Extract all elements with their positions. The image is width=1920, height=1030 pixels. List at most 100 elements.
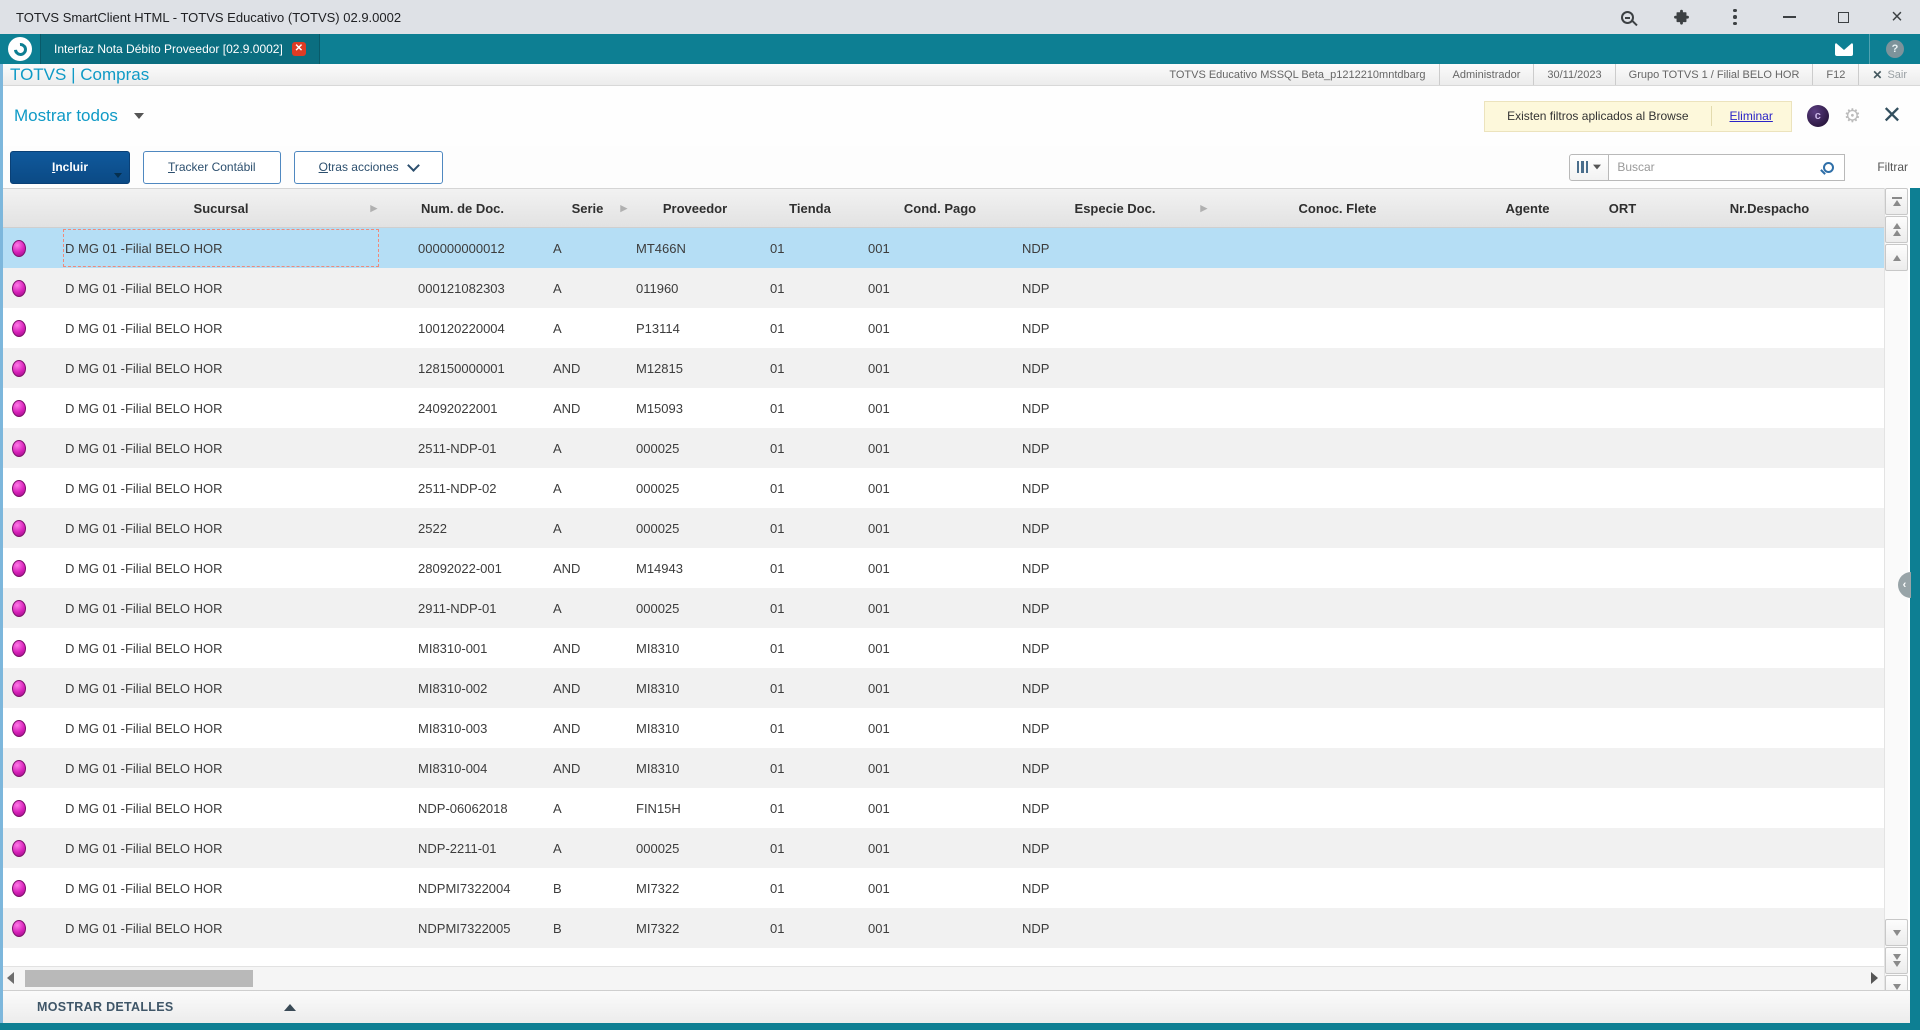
cell-tienda[interactable]: 01: [770, 760, 785, 776]
cell-serie[interactable]: A: [553, 440, 562, 456]
cell-conoc-flete[interactable]: [1210, 668, 1465, 708]
cell-conoc-flete[interactable]: [1210, 228, 1465, 268]
column-header-conoc-flete[interactable]: Conoc. Flete: [1210, 189, 1465, 227]
cell-tienda[interactable]: 01: [770, 280, 785, 296]
cell-conoc-flete[interactable]: [1210, 548, 1465, 588]
cell-proveedor[interactable]: MI7322: [636, 880, 680, 896]
status-legend-icon[interactable]: [12, 319, 26, 337]
cell-ort[interactable]: [1590, 308, 1655, 348]
table-row[interactable]: D MG 01 -Filial BELO HOR 2911-NDP-01 A 0000…: [0, 588, 1884, 628]
cell-nr-despacho[interactable]: [1655, 588, 1884, 628]
status-legend-icon[interactable]: [12, 759, 26, 777]
scroll-page-down-button[interactable]: [1885, 947, 1908, 974]
cell-serie[interactable]: AND: [553, 640, 581, 656]
cell-serie[interactable]: AND: [553, 400, 581, 416]
cell-nr-despacho[interactable]: [1655, 428, 1884, 468]
cell-proveedor[interactable]: M15093: [636, 400, 683, 416]
status-legend-icon[interactable]: [12, 919, 26, 937]
cell-especie-doc[interactable]: NDP: [1022, 360, 1050, 376]
cell-sucursal[interactable]: D MG 01 -Filial BELO HOR: [65, 440, 223, 456]
scroll-down-button[interactable]: [1885, 919, 1908, 946]
cell-conoc-flete[interactable]: [1210, 708, 1465, 748]
cell-especie-doc[interactable]: NDP: [1022, 920, 1050, 936]
exit-button[interactable]: ✕ Sair: [1858, 64, 1920, 85]
cell-agente[interactable]: [1465, 748, 1590, 788]
cell-especie-doc[interactable]: NDP: [1022, 640, 1050, 656]
cell-tienda[interactable]: 01: [770, 800, 785, 816]
cell-cond-pago[interactable]: 001: [868, 240, 890, 256]
cell-nr-despacho[interactable]: [1655, 628, 1884, 668]
cell-nr-despacho[interactable]: [1655, 388, 1884, 428]
row-status-cell[interactable]: [0, 908, 62, 948]
cell-sucursal[interactable]: D MG 01 -Filial BELO HOR: [65, 480, 223, 496]
status-legend-icon[interactable]: [12, 719, 26, 737]
cell-conoc-flete[interactable]: [1210, 868, 1465, 908]
status-legend-icon[interactable]: [12, 679, 26, 697]
cell-agente[interactable]: [1465, 628, 1590, 668]
cell-especie-doc[interactable]: NDP: [1022, 680, 1050, 696]
cell-num-de-doc[interactable]: 2511-NDP-02: [418, 480, 497, 496]
cell-especie-doc[interactable]: NDP: [1022, 480, 1050, 496]
status-legend-icon[interactable]: [12, 839, 26, 857]
cell-ort[interactable]: [1590, 268, 1655, 308]
cell-proveedor[interactable]: MT466N: [636, 240, 686, 256]
cell-tienda[interactable]: 01: [770, 520, 785, 536]
row-status-cell[interactable]: [0, 828, 62, 868]
browse-close-icon[interactable]: ✕: [1881, 102, 1902, 129]
cell-nr-despacho[interactable]: [1655, 668, 1884, 708]
cell-sucursal[interactable]: D MG 01 -Filial BELO HOR: [65, 800, 223, 816]
cell-ort[interactable]: [1590, 228, 1655, 268]
status-legend-icon[interactable]: [12, 479, 26, 497]
cell-sucursal[interactable]: D MG 01 -Filial BELO HOR: [65, 280, 223, 296]
row-status-cell[interactable]: [0, 748, 62, 788]
minimize-icon[interactable]: [1780, 8, 1798, 26]
cell-ort[interactable]: [1590, 868, 1655, 908]
cell-proveedor[interactable]: 000025: [636, 600, 680, 616]
scroll-up-button[interactable]: [1885, 244, 1908, 271]
row-status-cell[interactable]: [0, 548, 62, 588]
column-expand-icon[interactable]: ▸: [620, 200, 627, 215]
table-row[interactable]: D MG 01 -Filial BELO HOR NDPMI7322004 B MI7…: [0, 868, 1884, 908]
cell-num-de-doc[interactable]: 2522: [418, 520, 447, 536]
cell-especie-doc[interactable]: NDP: [1022, 320, 1050, 336]
cell-conoc-flete[interactable]: [1210, 428, 1465, 468]
cell-sucursal[interactable]: D MG 01 -Filial BELO HOR: [65, 720, 223, 736]
cell-ort[interactable]: [1590, 468, 1655, 508]
cell-proveedor[interactable]: 000025: [636, 440, 680, 456]
cell-num-de-doc[interactable]: 2911-NDP-01: [418, 600, 497, 616]
cell-proveedor[interactable]: MI8310: [636, 680, 680, 696]
cell-nr-despacho[interactable]: [1655, 908, 1884, 948]
status-legend-icon[interactable]: [12, 559, 26, 577]
cell-sucursal[interactable]: D MG 01 -Filial BELO HOR: [65, 560, 223, 576]
cell-agente[interactable]: [1465, 708, 1590, 748]
cell-cond-pago[interactable]: 001: [868, 280, 890, 296]
cell-serie[interactable]: A: [553, 280, 562, 296]
cell-serie[interactable]: AND: [553, 560, 581, 576]
include-button[interactable]: Incluir: [10, 150, 130, 184]
cell-tienda[interactable]: 01: [770, 920, 785, 936]
cell-agente[interactable]: [1465, 548, 1590, 588]
table-row[interactable]: D MG 01 -Filial BELO HOR 100120220004 A P13…: [0, 308, 1884, 348]
cell-especie-doc[interactable]: NDP: [1022, 520, 1050, 536]
column-expand-icon[interactable]: ▸: [1200, 200, 1207, 215]
column-header-cond-pago[interactable]: Cond. Pago: [860, 189, 1020, 227]
table-row[interactable]: D MG 01 -Filial BELO HOR 128150000001 AND M…: [0, 348, 1884, 388]
close-icon[interactable]: ×: [1888, 7, 1906, 27]
cell-proveedor[interactable]: 000025: [636, 480, 680, 496]
cell-ort[interactable]: [1590, 388, 1655, 428]
cell-num-de-doc[interactable]: NDP-2211-01: [418, 840, 497, 856]
cell-num-de-doc[interactable]: NDP-06062018: [418, 800, 508, 816]
menu-kebab-icon[interactable]: [1726, 8, 1744, 26]
filter-toggle-label[interactable]: Filtrar: [1877, 160, 1908, 174]
cell-serie[interactable]: A: [553, 520, 562, 536]
cell-conoc-flete[interactable]: [1210, 468, 1465, 508]
cell-conoc-flete[interactable]: [1210, 908, 1465, 948]
cell-num-de-doc[interactable]: 28092022-001: [418, 560, 502, 576]
cell-cond-pago[interactable]: 001: [868, 720, 890, 736]
cell-especie-doc[interactable]: NDP: [1022, 600, 1050, 616]
status-legend-icon[interactable]: [12, 439, 26, 457]
cell-num-de-doc[interactable]: MI8310-004: [418, 760, 488, 776]
cell-num-de-doc[interactable]: NDPMI7322004: [418, 880, 511, 896]
cell-proveedor[interactable]: 011960: [636, 280, 679, 296]
row-status-cell[interactable]: [0, 628, 62, 668]
